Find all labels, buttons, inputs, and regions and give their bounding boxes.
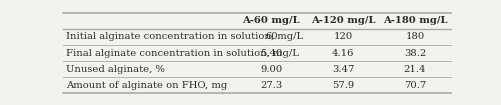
Text: Amount of alginate on FHO, mg: Amount of alginate on FHO, mg [66, 81, 227, 90]
Text: 120: 120 [334, 32, 353, 41]
Text: 27.3: 27.3 [260, 81, 283, 90]
Text: 21.4: 21.4 [404, 65, 426, 74]
Text: 3.47: 3.47 [332, 65, 354, 74]
Text: 9.00: 9.00 [260, 65, 283, 74]
Text: A-120 mg/L: A-120 mg/L [311, 16, 375, 25]
Text: 57.9: 57.9 [332, 81, 354, 90]
Text: Final alginate concentration in solution, mg/L: Final alginate concentration in solution… [66, 49, 299, 58]
Text: Unused alginate, %: Unused alginate, % [66, 65, 165, 74]
Text: A-180 mg/L: A-180 mg/L [383, 16, 447, 25]
Text: 5.40: 5.40 [260, 49, 283, 58]
Text: 70.7: 70.7 [404, 81, 426, 90]
Text: 38.2: 38.2 [404, 49, 426, 58]
Text: A-60 mg/L: A-60 mg/L [242, 16, 300, 25]
Text: 4.16: 4.16 [332, 49, 354, 58]
Text: 180: 180 [405, 32, 425, 41]
Text: 60: 60 [265, 32, 278, 41]
Text: Initial alginate concentration in solution, mg/L: Initial alginate concentration in soluti… [66, 32, 303, 41]
